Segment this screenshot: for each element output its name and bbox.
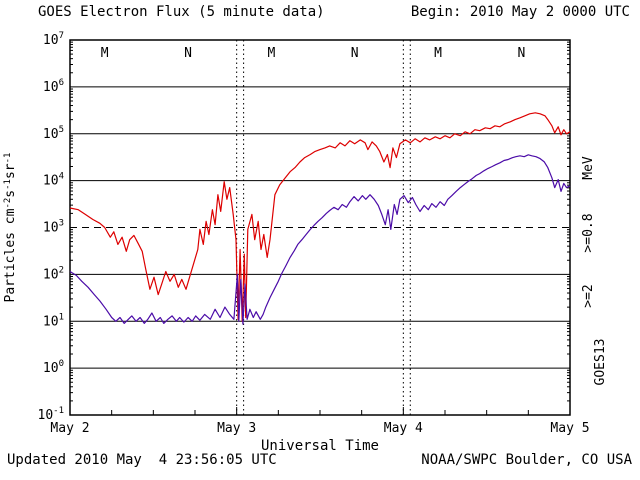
chart-title: GOES Electron Flux (5 minute data) <box>38 4 325 20</box>
x-tick-label: May 3 <box>217 421 256 436</box>
updated-timestamp: Updated 2010 May 4 23:56:05 UTC <box>7 452 277 468</box>
local-time-marker: N <box>517 46 525 61</box>
right-axis-label: MeV <box>581 156 596 180</box>
series-line-2-mev <box>69 154 571 325</box>
x-tick-label: May 2 <box>50 421 89 436</box>
y-tick-label: 106 <box>43 78 64 95</box>
begin-time-label: Begin: 2010 May 2 0000 UTC <box>410 4 630 20</box>
y-tick-label: 101 <box>43 312 64 329</box>
local-time-marker: N <box>351 46 359 61</box>
right-axis-label: >=0.8 <box>581 213 596 252</box>
y-tick-label: 100 <box>43 359 64 376</box>
local-time-marker: M <box>101 46 109 61</box>
y-tick-label: 107 <box>43 31 64 48</box>
right-axis-label: >=2 <box>581 284 596 307</box>
x-tick-label: May 5 <box>550 421 589 436</box>
local-time-marker: M <box>434 46 442 61</box>
y-tick-label: 105 <box>43 125 64 142</box>
source-attribution: NOAA/SWPC Boulder, CO USA <box>421 452 632 468</box>
local-time-marker: M <box>267 46 275 61</box>
plot-frame <box>69 39 571 416</box>
y-tick-label: 102 <box>43 265 64 282</box>
y-axis-title: Particles cm-2s-1sr-1 <box>3 153 18 303</box>
x-tick-label: May 4 <box>384 421 423 436</box>
y-tick-label: 103 <box>43 219 64 236</box>
y-tick-label: 104 <box>43 172 64 189</box>
series-line-0-8-mev <box>69 112 571 322</box>
x-axis-title: Universal Time <box>261 438 379 454</box>
satellite-label: GOES13 <box>593 339 608 386</box>
local-time-marker: N <box>184 46 192 61</box>
